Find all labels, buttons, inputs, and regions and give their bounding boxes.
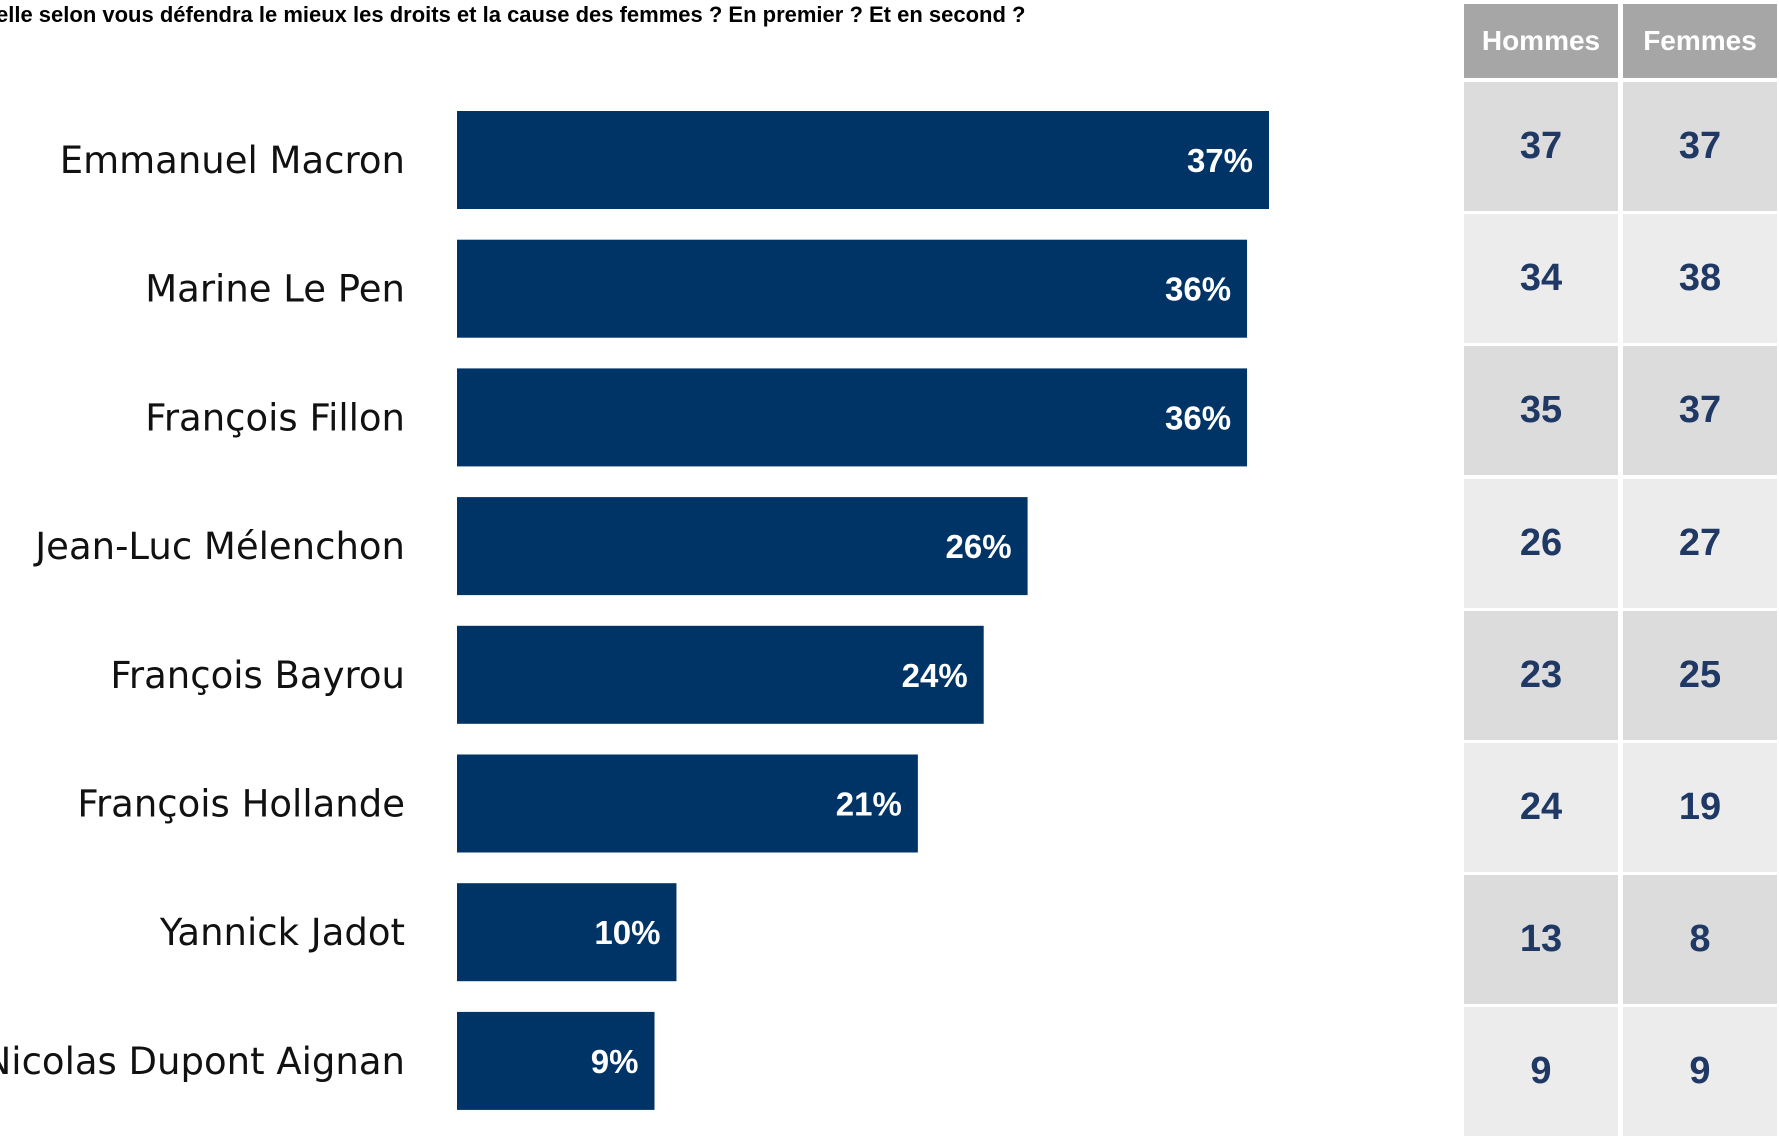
table-cell-femmes-4: 25 [1623,610,1777,740]
table-cell-femmes-1: 38 [1623,214,1777,344]
value-label-5: 21% [836,786,902,823]
table-cell-femmes-5: 19 [1623,743,1777,872]
table-cell-hommes-4: 23 [1464,610,1618,740]
bar-7 [457,1011,655,1110]
bar-3 [457,497,1028,596]
table-cell-femmes-0: 37 [1623,82,1777,211]
category-label-1: Marine Le Pen [145,268,405,311]
table-cell-hommes-7: 9 [1464,1007,1618,1136]
table-cell-femmes-2: 37 [1623,346,1777,476]
bar-5 [457,754,918,853]
table-cell-hommes-1: 34 [1464,214,1618,344]
category-label-0: Emmanuel Macron [60,139,405,182]
bar-chart: Emmanuel Macron 37% Marine Le Pen 36% Franço… [0,111,1269,1110]
bar-2 [457,368,1248,467]
value-label-3: 26% [946,528,1012,565]
page-title: elle selon vous défendra le mieux les dr… [0,2,1026,27]
category-label-5: François Hollande [77,783,405,826]
bar-4 [457,625,984,724]
table-cell-hommes-3: 26 [1464,478,1618,608]
table-cell-femmes-7: 9 [1623,1007,1777,1136]
table-cell-hommes-5: 24 [1464,743,1618,872]
table-cell-hommes-2: 35 [1464,346,1618,476]
gender-breakdown-table: Hommes Femmes 37 37 34 38 35 37 26 27 23 25 24 19 13… [1464,4,1779,1136]
bar-0 [457,111,1269,209]
table-cell-hommes-0: 37 [1464,82,1618,211]
value-label-0: 37% [1187,142,1253,179]
bar-1 [457,239,1248,338]
category-label-3: Jean-Luc Mélenchon [33,525,405,568]
category-label-6: Yannick Jadot [159,911,405,954]
bar-6 [457,883,677,982]
table-cell-femmes-3: 27 [1623,478,1777,608]
value-label-6: 10% [594,914,660,951]
table-header-femmes: Femmes [1623,4,1777,78]
category-label-7: Nicolas Dupont Aignan [0,1040,405,1083]
table-cell-hommes-6: 13 [1464,875,1618,1005]
table-cell-femmes-6: 8 [1623,875,1777,1005]
value-label-7: 9% [591,1043,639,1080]
value-label-2: 36% [1165,399,1231,436]
category-label-2: François Fillon [145,396,405,439]
category-label-4: François Bayrou [110,654,405,697]
value-label-4: 24% [902,657,968,694]
table-header-hommes: Hommes [1464,4,1618,78]
value-label-1: 36% [1165,271,1231,308]
